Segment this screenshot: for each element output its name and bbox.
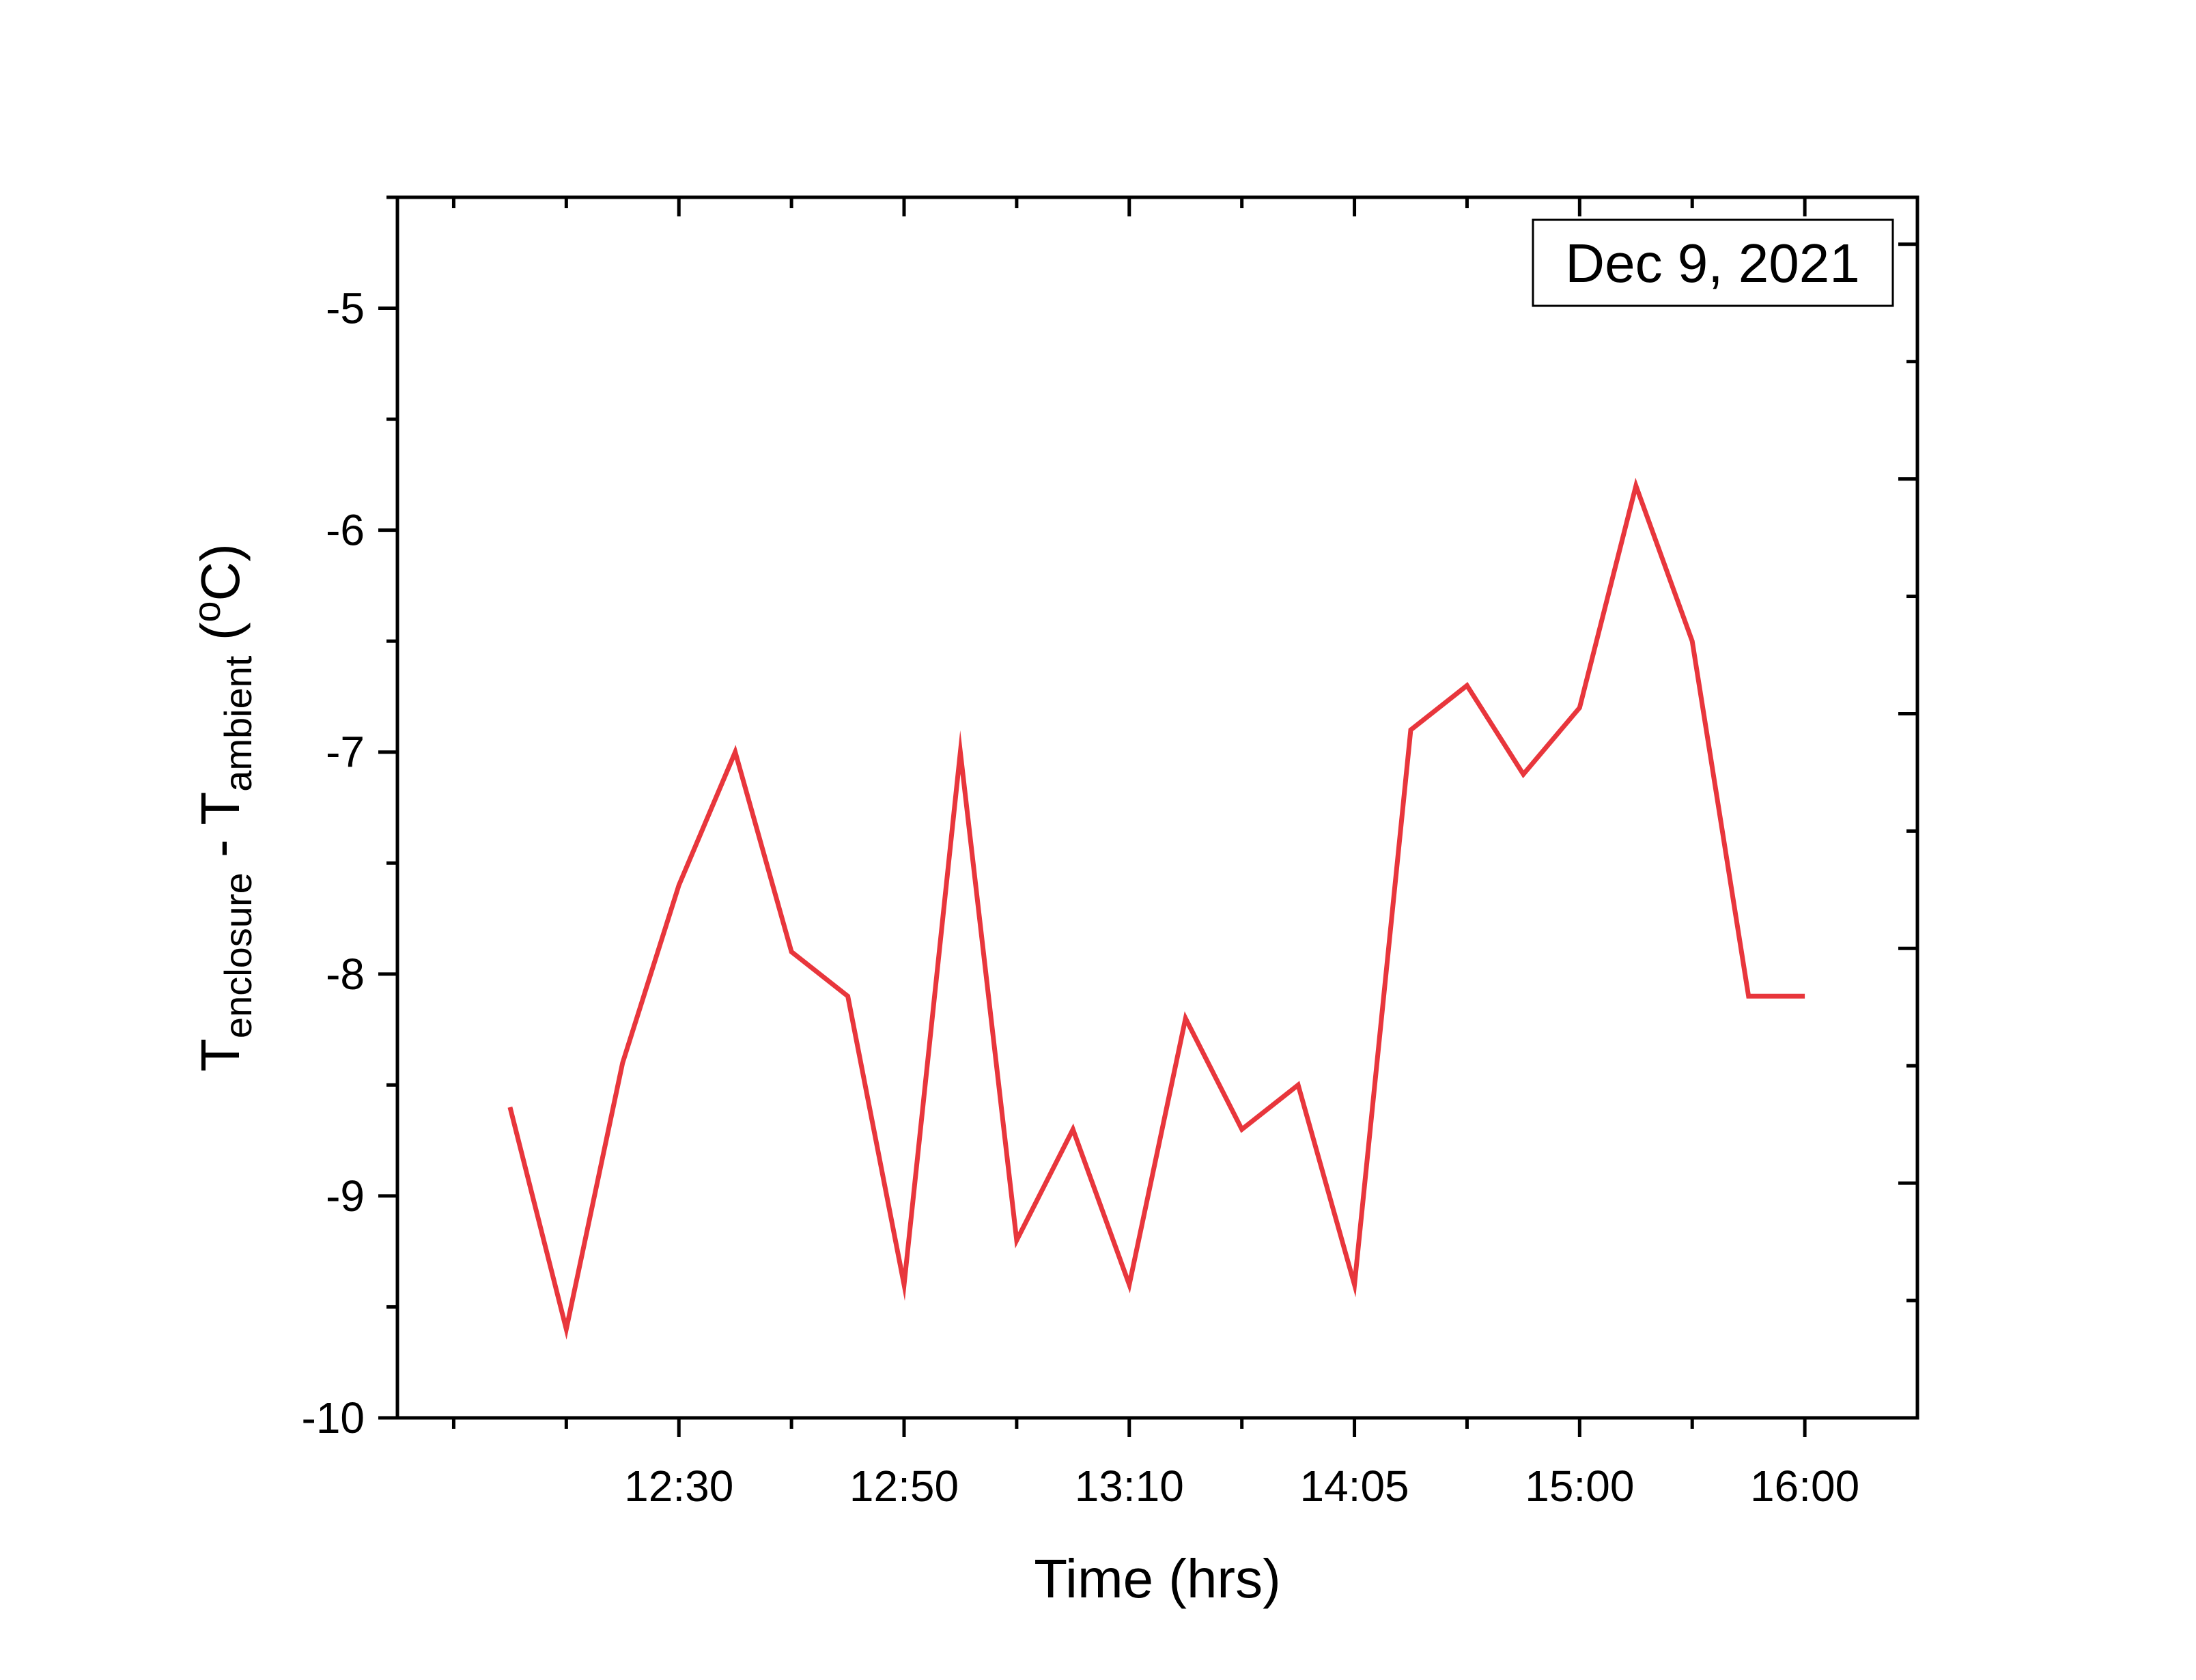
y-tick-label: -9 bbox=[326, 1171, 365, 1221]
x-axis-tick-labels: 12:30 12:50 13:10 14:05 15:00 16:00 bbox=[624, 1462, 1859, 1511]
x-tick-label: 15:00 bbox=[1525, 1462, 1634, 1511]
y-axis-title-unit-open: ( bbox=[190, 622, 251, 655]
x-axis-ticks bbox=[451, 197, 1807, 1437]
y-axis-tick-labels: -10 -9 -8 -7 -6 -5 bbox=[302, 284, 365, 1442]
x-tick-label: 14:05 bbox=[1299, 1462, 1409, 1511]
y-tick-label: -8 bbox=[326, 950, 365, 999]
x-axis-title: Time (hrs) bbox=[1034, 1548, 1280, 1609]
y-axis-title-unit-close: C) bbox=[190, 543, 251, 601]
y-axis-title-sub1: enclosure bbox=[216, 872, 259, 1038]
annotation-date: Dec 9, 2021 bbox=[1565, 233, 1859, 294]
y-axis-title-unit-sup: o bbox=[185, 601, 228, 622]
y-axis-title-main: T bbox=[190, 1038, 251, 1072]
y-tick-label: -7 bbox=[326, 728, 365, 777]
y-tick-label: -5 bbox=[326, 284, 365, 333]
plot-frame bbox=[395, 195, 1919, 1420]
y-axis-title: Tenclosure - Tambient (oC) bbox=[185, 543, 259, 1072]
x-tick-label: 13:10 bbox=[1075, 1462, 1184, 1511]
annotation-box: Dec 9, 2021 bbox=[1532, 218, 1894, 307]
x-tick-label: 12:30 bbox=[624, 1462, 733, 1511]
series-line bbox=[507, 477, 1805, 1340]
y-axis-ticks bbox=[378, 195, 1917, 1420]
series-layer bbox=[507, 477, 1805, 1340]
y-axis-title-sub2: ambient bbox=[216, 655, 259, 792]
annotation-frame bbox=[1532, 218, 1894, 307]
x-tick-label: 12:50 bbox=[849, 1462, 959, 1511]
y-axis-title-mid: - T bbox=[190, 792, 251, 873]
y-tick-label: -10 bbox=[302, 1393, 365, 1442]
y-tick-label: -6 bbox=[326, 506, 365, 555]
x-tick-label: 16:00 bbox=[1750, 1462, 1859, 1511]
